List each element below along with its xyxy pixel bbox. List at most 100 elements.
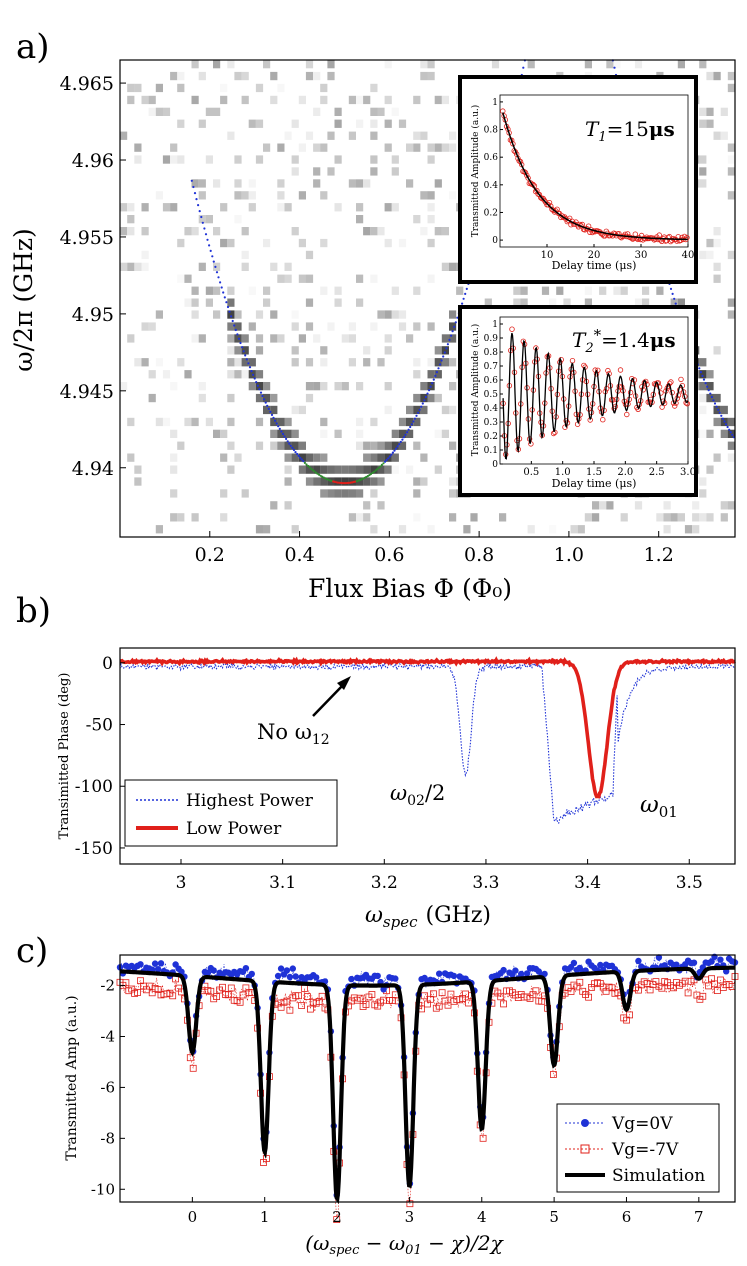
fit-curve-point — [720, 414, 723, 417]
heatmap-cell — [255, 525, 264, 534]
heatmap-cell — [527, 60, 535, 69]
legend-highest-power-label: Highest Power — [186, 791, 314, 811]
heatmap-cell — [413, 95, 421, 105]
heatmap-cell — [370, 119, 378, 128]
heatmap-cell — [334, 429, 342, 438]
heatmap-cell — [162, 203, 171, 212]
inset-y-tick-label: 0 — [492, 460, 498, 470]
inset-t1-title: T1=15μs — [585, 117, 675, 145]
fit-curve-point — [220, 286, 223, 289]
heatmap-cell — [170, 143, 178, 152]
heatmap-cell — [341, 489, 349, 498]
heatmap-cell — [305, 60, 314, 69]
inset-marker — [669, 237, 675, 243]
x-tick-label: 7 — [694, 1208, 704, 1226]
y-tick-label: 4.96 — [72, 150, 114, 172]
heatmap-cell — [213, 227, 221, 236]
heatmap-cell — [470, 513, 478, 522]
inset-x-tick-label: 2.0 — [617, 467, 633, 478]
heatmap-cell — [348, 322, 356, 331]
heatmap-cell — [398, 322, 407, 331]
fit-curve-point — [307, 464, 310, 468]
annotation-no-w12-sub: 12 — [312, 732, 330, 748]
inset-y-tick-label: 0.8 — [484, 126, 499, 136]
heatmap-cell — [155, 310, 163, 319]
heatmap-cell — [699, 477, 707, 486]
heatmap-cell — [241, 191, 249, 200]
heatmap-cell — [305, 477, 314, 486]
heatmap-cell — [148, 393, 156, 403]
heatmap-cell — [370, 525, 378, 534]
heatmap-cell — [384, 60, 392, 69]
heatmap-cell — [241, 227, 249, 236]
legend-simulation-label: Simulation — [612, 1166, 705, 1186]
heatmap-cell — [234, 346, 242, 355]
inset-y-tick-label: 0.1 — [484, 446, 498, 456]
fit-curve-point — [281, 432, 285, 436]
heatmap-cell — [427, 143, 435, 152]
heatmap-cell — [706, 107, 714, 116]
heatmap-cell — [391, 155, 399, 164]
heatmap-cell — [141, 95, 149, 105]
heatmap-cell — [334, 298, 342, 307]
vg-7v-marker — [169, 992, 177, 1000]
heatmap-cell — [213, 262, 221, 271]
fit-curve-point — [396, 445, 399, 448]
heatmap-cell — [370, 322, 378, 331]
vg-0v-marker — [248, 970, 255, 978]
heatmap-cell — [141, 227, 149, 236]
legend-vg0-swatch-marker — [581, 1119, 589, 1127]
heatmap-cell — [356, 477, 364, 486]
heatmap-cell — [427, 60, 435, 69]
heatmap-cell — [727, 417, 735, 427]
heatmap-cell — [391, 167, 399, 176]
heatmap-cell — [263, 393, 271, 403]
heatmap-cell — [305, 453, 314, 462]
vg-7v-marker — [368, 991, 376, 998]
y-tick-label: 4.95 — [72, 304, 114, 326]
fit-curve-point — [270, 413, 274, 416]
inset-y-tick-label: 1 — [492, 98, 498, 108]
heatmap-cell — [377, 453, 385, 462]
heatmap-cell — [141, 203, 149, 212]
heatmap-cell — [384, 203, 392, 212]
heatmap-cell — [305, 298, 314, 307]
vg-7v-marker — [532, 987, 540, 995]
vg-7v-marker — [658, 984, 666, 992]
fit-curve-point — [731, 433, 734, 436]
panel-b-ylabel: Transimitted Phase (deg) — [57, 673, 72, 840]
y-tick-label: -150 — [75, 839, 113, 859]
heatmap-cell — [213, 60, 221, 69]
heatmap-cell — [670, 513, 678, 522]
heatmap-cell — [449, 322, 457, 331]
vg-0v-marker — [512, 967, 519, 974]
fit-curve-point — [228, 310, 231, 313]
heatmap-cell — [298, 191, 306, 200]
heatmap-cell — [520, 286, 528, 295]
fit-curve-point — [336, 481, 339, 484]
x-tick-label: 3 — [176, 873, 187, 893]
fit-curve-point — [253, 377, 256, 380]
heatmap-cell — [441, 346, 449, 355]
heatmap-cell — [341, 334, 349, 343]
y-tick-label: 4.94 — [72, 458, 114, 480]
inset-y-tick-label: 0.6 — [484, 153, 499, 163]
heatmap-cell — [291, 358, 299, 367]
vg-7v-marker — [435, 1002, 443, 1010]
heatmap-cell — [706, 238, 714, 248]
fit-curve-point — [721, 417, 725, 420]
fit-curve-point — [193, 192, 197, 195]
heatmap-cell — [434, 179, 442, 188]
heatmap-cell — [263, 143, 271, 152]
inset-t2-axes: 0.5 1.0 1.5 2.0 2.5 3.0 0 0.1 0.2 0.3 0.4 0.5 0.6 0.7… — [484, 320, 696, 478]
heatmap-cell — [713, 262, 721, 271]
fit-curve-point — [321, 475, 324, 478]
inset-marker — [536, 191, 543, 198]
heatmap-cell — [291, 453, 299, 462]
x-tick-label: 6 — [622, 1208, 632, 1226]
heatmap-cell — [413, 370, 421, 379]
panel-c-ylabel: Transmitted Amp (a.u.) — [64, 995, 80, 1160]
heatmap-cell — [284, 501, 292, 510]
heatmap-cell — [320, 191, 328, 200]
heatmap-cell — [234, 71, 242, 81]
